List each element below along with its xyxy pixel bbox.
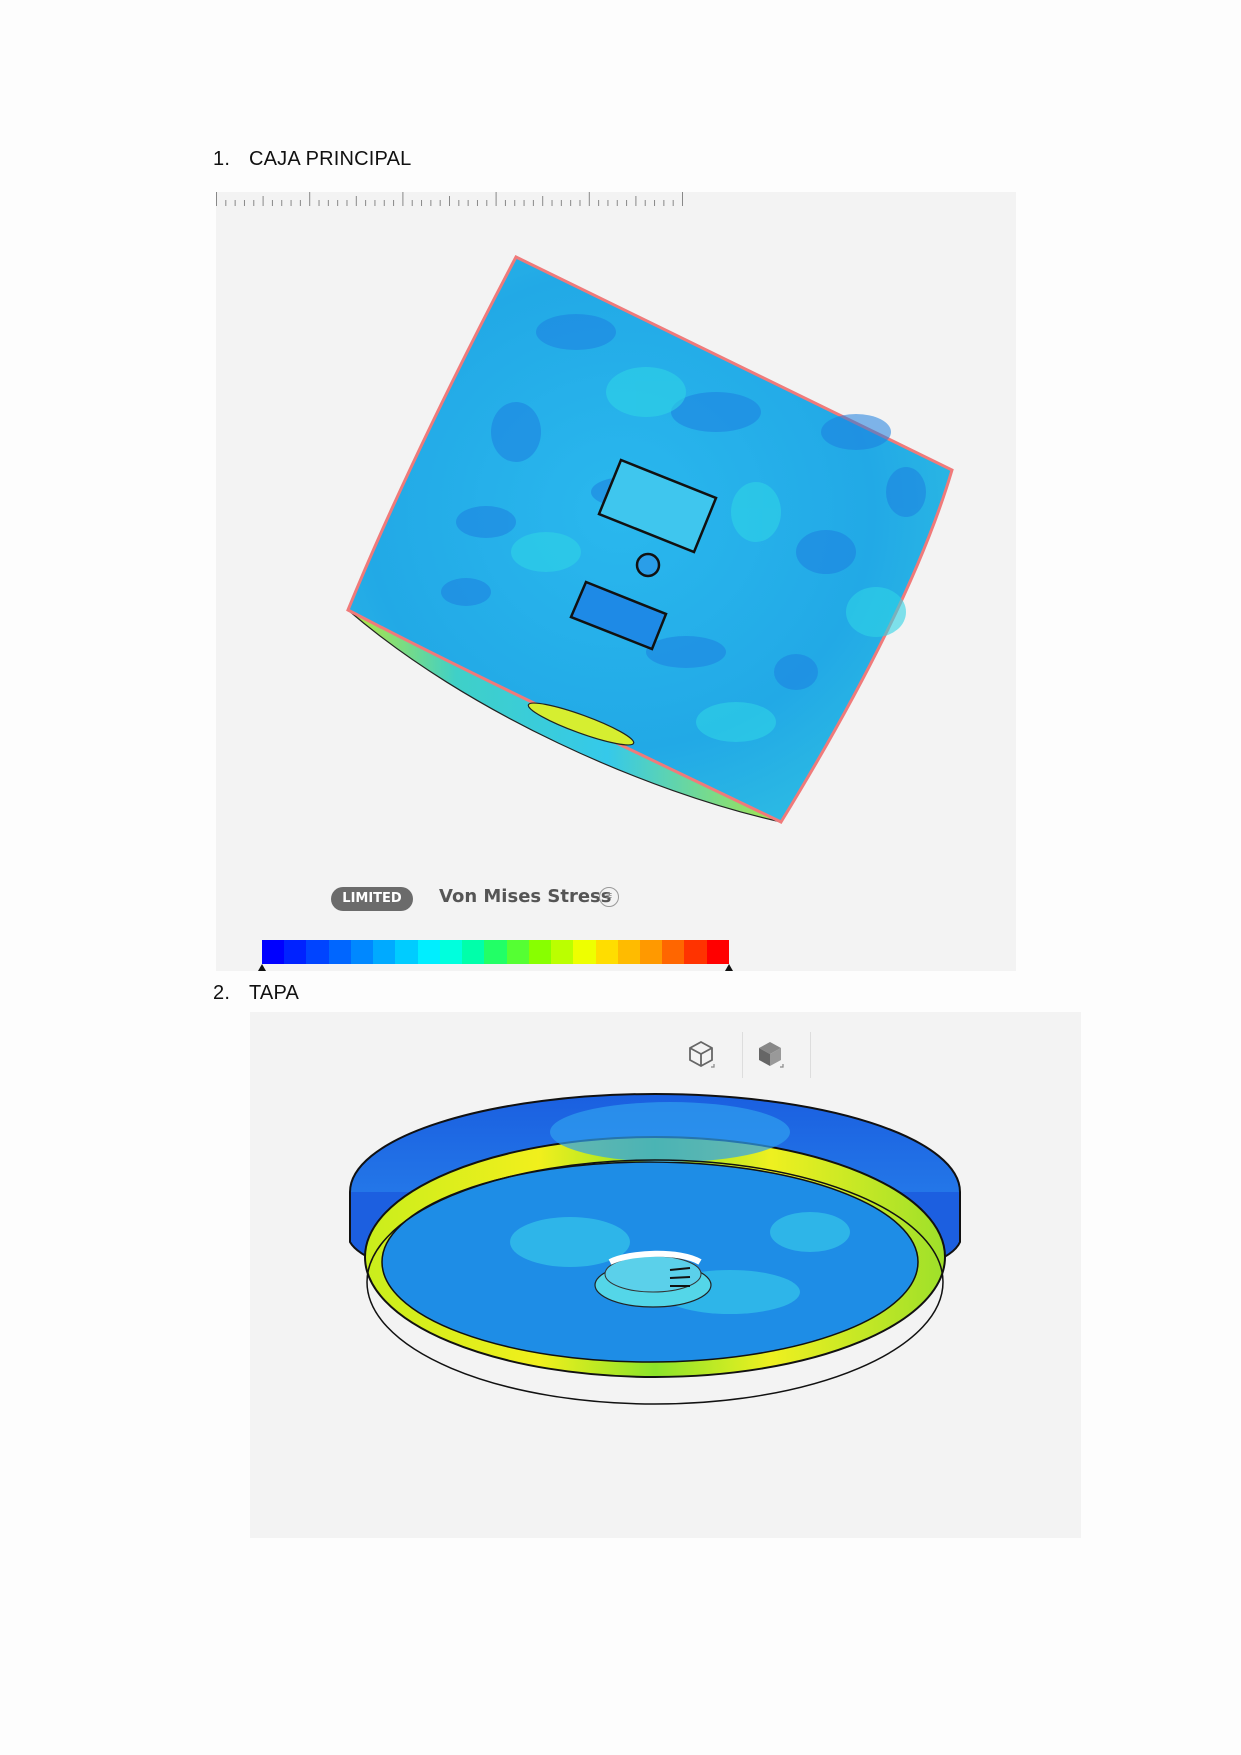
caja-principal-stress-render: LIMITED Von Mises Stress ≡	[216, 192, 1016, 971]
color-scale-swatch	[417, 940, 440, 964]
divider	[742, 1032, 743, 1078]
section-heading-caja-principal: 1. CAJA PRINCIPAL	[213, 148, 411, 171]
color-scale-swatch	[373, 940, 396, 964]
color-scale-swatch	[439, 940, 463, 964]
color-scale-swatch	[506, 940, 529, 964]
color-scale-swatch	[573, 940, 596, 964]
section-heading-tapa: 2. TAPA	[213, 982, 299, 1005]
section-title: TAPA	[249, 982, 300, 1004]
color-scale-swatch	[262, 940, 285, 964]
isometric-solid-icon[interactable]	[754, 1038, 786, 1070]
color-scale-swatch	[328, 940, 351, 964]
caja-principal-model	[346, 255, 954, 824]
color-scale-swatch	[462, 940, 485, 964]
scale-markers[interactable]	[256, 964, 736, 971]
color-scale-swatch	[639, 940, 663, 964]
section-number: 2.	[213, 982, 231, 1004]
section-number: 1.	[213, 148, 231, 170]
divider	[810, 1032, 811, 1078]
color-scale-swatch	[284, 940, 307, 964]
tapa-model	[349, 1093, 961, 1405]
color-scale-swatch	[662, 940, 685, 964]
legend-title: Von Mises Stress	[439, 886, 612, 907]
tapa-stress-render	[250, 1012, 1081, 1538]
color-scale-swatch	[684, 940, 707, 964]
list-icon[interactable]: ≡	[599, 887, 619, 907]
color-scale-swatch	[528, 940, 552, 964]
limited-badge: LIMITED	[331, 887, 413, 911]
color-scale-swatch	[350, 940, 374, 964]
isometric-wireframe-icon[interactable]	[685, 1038, 717, 1070]
color-scale-swatch	[706, 940, 729, 964]
color-scale-swatch	[306, 940, 329, 964]
color-scale-swatch	[617, 940, 640, 964]
color-scale-swatch	[395, 940, 418, 964]
color-scale-bar	[262, 940, 729, 964]
section-title: CAJA PRINCIPAL	[249, 148, 412, 170]
legend-ticks	[216, 192, 683, 206]
color-scale-swatch	[484, 940, 507, 964]
color-scale-swatch	[595, 940, 618, 964]
color-scale-swatch	[551, 940, 574, 964]
